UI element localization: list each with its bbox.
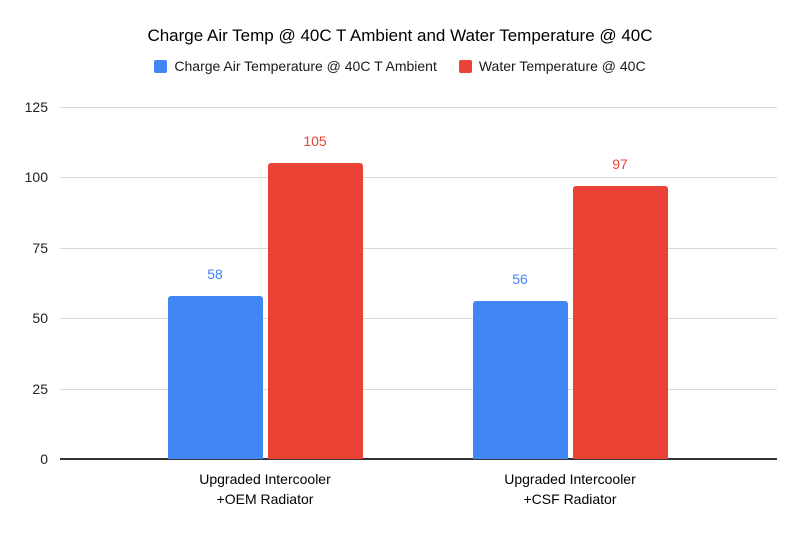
chart-title: Charge Air Temp @ 40C T Ambient and Wate… (147, 26, 653, 45)
gridline (60, 177, 777, 179)
legend-swatch-water-icon (458, 59, 472, 73)
category-label: Upgraded Intercooler +CSF Radiator (504, 471, 636, 507)
x-axis-line (60, 458, 777, 460)
y-tick-label: 125 (24, 99, 48, 115)
bar-charge-air (167, 295, 263, 459)
bar-value-label: 58 (207, 265, 223, 282)
legend-label-charge-air: Charge Air Temperature @ 40C T Ambient (174, 58, 437, 74)
bar-value-label: 105 (303, 133, 327, 150)
gridline (60, 388, 777, 390)
bar-water (267, 163, 363, 459)
legend-swatch-charge-air-icon (154, 59, 168, 73)
bar-water (572, 185, 668, 459)
bar-value-label: 97 (612, 155, 628, 172)
bar-value-label: 56 (512, 271, 528, 288)
gridline (60, 107, 777, 108)
y-tick-label: 75 (32, 239, 48, 256)
legend: Charge Air Temperature @ 40C T Ambient W… (0, 58, 800, 74)
bar-charge-air (472, 301, 568, 459)
gridline (60, 318, 777, 320)
y-tick-label: 50 (32, 310, 48, 327)
y-tick-label: 0 (40, 451, 48, 467)
legend-item-charge-air: Charge Air Temperature @ 40C T Ambient (154, 58, 437, 74)
legend-item-water: Water Temperature @ 40C (458, 58, 646, 74)
y-tick-label: 100 (24, 169, 48, 186)
category-label: Upgraded Intercooler +OEM Radiator (199, 471, 331, 507)
legend-label-water: Water Temperature @ 40C (478, 58, 646, 74)
gridline (60, 247, 777, 249)
y-tick-label: 25 (32, 380, 48, 397)
